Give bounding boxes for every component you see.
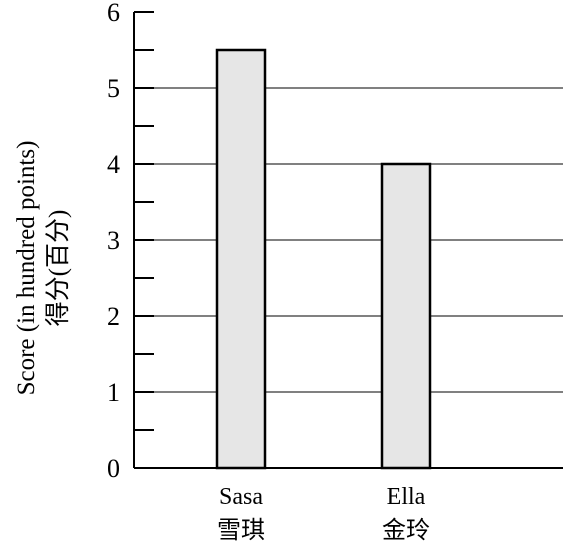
y-tick-label: 5: [107, 74, 120, 103]
grid-lines: [134, 87, 563, 393]
y-axis-label: Score (in hundred points): [13, 141, 40, 396]
y-axis-title: Score (in hundred points) 得分(百分): [13, 141, 72, 396]
y-tick-label: 0: [107, 454, 120, 483]
x-category-labels: Sasa 雪琪 Ella 金玲: [217, 484, 430, 544]
y-tick-label: 2: [107, 302, 120, 331]
y-tick-label: 1: [107, 378, 120, 407]
x-category-label-secondary: 金玲: [382, 517, 430, 544]
y-tick-label: 6: [107, 0, 120, 27]
bar-sasa: [215, 48, 267, 470]
bar-ella: [380, 162, 432, 470]
y-tick-label: 4: [107, 150, 120, 179]
x-category-label-secondary: 雪琪: [217, 517, 265, 544]
bars: [215, 48, 432, 470]
y-tick-labels: 0 1 2 3 4 5 6: [107, 0, 120, 483]
y-tick-label: 3: [107, 226, 120, 255]
x-category-label: Ella: [387, 484, 426, 510]
axes: [133, 11, 563, 469]
x-category-label: Sasa: [219, 484, 263, 510]
y-axis-label-secondary: 得分(百分): [44, 210, 72, 327]
